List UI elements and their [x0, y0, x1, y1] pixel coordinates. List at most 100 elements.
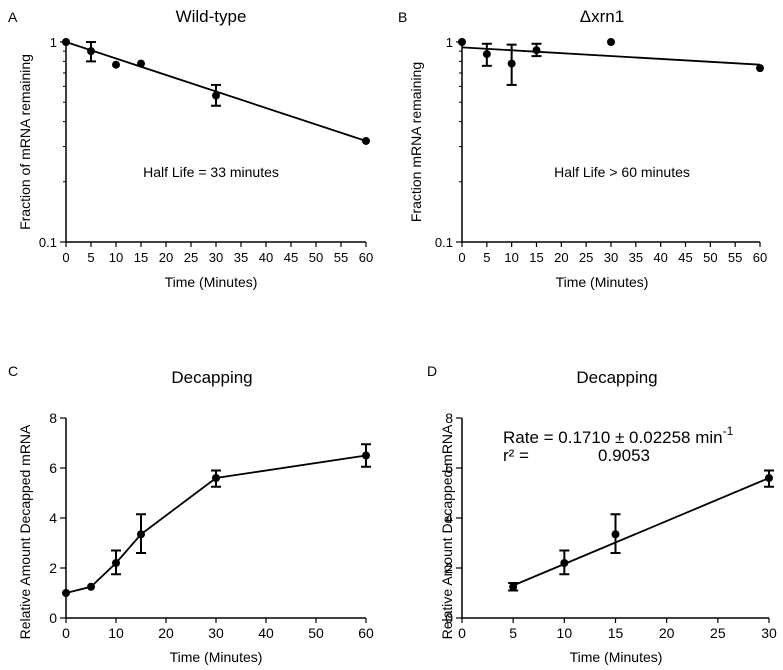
panel-letter-a: A [8, 9, 18, 25]
panel-letter-b: B [398, 9, 407, 25]
y-axis-label-d: Relative Amount Decapped mRNA [439, 424, 455, 639]
x-tick-label: 30 [604, 250, 618, 265]
x-tick-label: 0 [62, 250, 69, 265]
data-point [362, 136, 370, 145]
plot-area-b: 0 5 10 15 20 25 30 35 40 45 50 55 60 0.1 1 [435, 35, 767, 265]
panel-letter-d: D [427, 363, 437, 379]
y-tick-label: 4 [49, 510, 57, 526]
plot-area-a: 0 5 10 15 20 25 30 35 40 45 50 55 60 0.1 1 [39, 35, 373, 265]
panel-c: C Decapping Relative Amount Decapped mRN… [0, 332, 392, 665]
r2-value-d: 0.9053 [598, 446, 650, 465]
data-point [560, 559, 569, 567]
x-tick-label: 20 [158, 625, 174, 641]
x-tick-label: 50 [308, 625, 324, 641]
y-tick-label: 1 [446, 35, 453, 50]
x-tick-label: 40 [258, 625, 274, 641]
data-point [112, 60, 120, 69]
data-point [482, 50, 491, 59]
x-tick-label: 10 [108, 625, 124, 641]
x-tick-label: 25 [184, 250, 198, 265]
x-tick-label: 20 [159, 250, 173, 265]
data-point [112, 559, 120, 567]
annotation-a: Half Life = 33 minutes [143, 164, 279, 180]
chart-title-d: Decapping [576, 368, 657, 387]
x-tick-label: 5 [483, 250, 490, 265]
y-tick-label: 8 [445, 410, 453, 426]
x-tick-label: 10 [504, 250, 518, 265]
y-tick-label: 0.1 [435, 235, 453, 250]
data-point [87, 47, 95, 56]
y-tick-label: 6 [445, 460, 453, 476]
data-point [756, 64, 764, 73]
data-point [532, 46, 541, 55]
data-point [362, 451, 370, 460]
data-point [137, 59, 145, 68]
data-point [458, 38, 466, 46]
data-point [212, 474, 220, 482]
x-tick-label: 55 [334, 250, 348, 265]
plot-area-d: 0 5 10 15 20 25 30 0 2 4 6 8 [445, 410, 777, 641]
x-tick-label: 45 [678, 250, 692, 265]
x-tick-label: 60 [359, 250, 373, 265]
data-point [507, 59, 516, 68]
x-tick-label: 5 [509, 625, 517, 641]
panel-d: D Decapping Relative Amount Decapped mRN… [392, 332, 783, 665]
x-tick-label: 25 [579, 250, 593, 265]
x-tick-label: 0 [458, 250, 465, 265]
rate-annotation-d: Rate = 0.1710 ± 0.02258 min-1 [503, 424, 734, 447]
chart-d: D Decapping Relative Amount Decapped mRN… [427, 363, 777, 665]
x-tick-label: 50 [309, 250, 323, 265]
x-tick-label: 35 [629, 250, 643, 265]
y-tick-label: 8 [49, 410, 57, 426]
data-point [607, 38, 615, 46]
panel-b: B Δxrn1 Fraction mRNA remaining Time (Mi… [392, 0, 783, 300]
x-axis-label-d: Time (Minutes) [570, 649, 663, 665]
y-tick-label: 1 [50, 35, 57, 50]
panel-letter-c: C [8, 363, 18, 379]
x-tick-label: 40 [259, 250, 273, 265]
x-tick-label: 30 [208, 625, 224, 641]
y-tick-label: 0 [445, 610, 453, 626]
y-axis-label-c: Relative Amount Decapped mRNA [17, 424, 33, 639]
data-point [87, 582, 95, 591]
chart-a: A Wild-type Fraction of mRNA remaining T… [8, 7, 373, 290]
x-tick-label: 20 [554, 250, 568, 265]
y-tick-label: 2 [445, 560, 453, 576]
x-tick-label: 10 [109, 250, 123, 265]
data-point [62, 38, 70, 46]
x-tick-label: 45 [284, 250, 298, 265]
x-axis-label-c: Time (Minutes) [170, 649, 263, 665]
series-line [65, 454, 367, 594]
chart-title-c: Decapping [171, 368, 252, 387]
data-point [62, 589, 70, 597]
x-tick-label: 25 [710, 625, 726, 641]
rate-superscript-d: -1 [723, 424, 734, 438]
plot-area-c: 0 10 20 30 40 50 60 0 2 4 6 8 [49, 410, 374, 641]
x-tick-label: 0 [458, 625, 466, 641]
x-axis-label-a: Time (Minutes) [165, 274, 258, 290]
x-tick-label: 10 [557, 625, 573, 641]
fit-line [461, 46, 761, 66]
annotation-b: Half Life > 60 minutes [554, 164, 690, 180]
x-tick-label: 15 [134, 250, 148, 265]
chart-c: C Decapping Relative Amount Decapped mRN… [8, 363, 374, 665]
x-tick-label: 15 [608, 625, 624, 641]
fit-line [512, 477, 770, 587]
x-tick-label: 60 [753, 250, 767, 265]
x-tick-label: 60 [358, 625, 374, 641]
data-point [137, 530, 145, 539]
data-point [509, 582, 518, 591]
x-tick-label: 50 [703, 250, 717, 265]
x-tick-label: 30 [209, 250, 223, 265]
x-tick-label: 55 [728, 250, 742, 265]
y-tick-label: 4 [445, 510, 453, 526]
x-tick-label: 15 [529, 250, 543, 265]
y-tick-label: 0.1 [39, 235, 57, 250]
x-tick-label: 40 [653, 250, 667, 265]
x-tick-label: 20 [659, 625, 675, 641]
y-axis-label-a: Fraction of mRNA remaining [17, 54, 33, 230]
y-axis-label-b: Fraction mRNA remaining [408, 62, 424, 222]
x-tick-label: 5 [87, 250, 94, 265]
r2-label-d: r² = [503, 446, 529, 465]
data-point [765, 474, 773, 482]
